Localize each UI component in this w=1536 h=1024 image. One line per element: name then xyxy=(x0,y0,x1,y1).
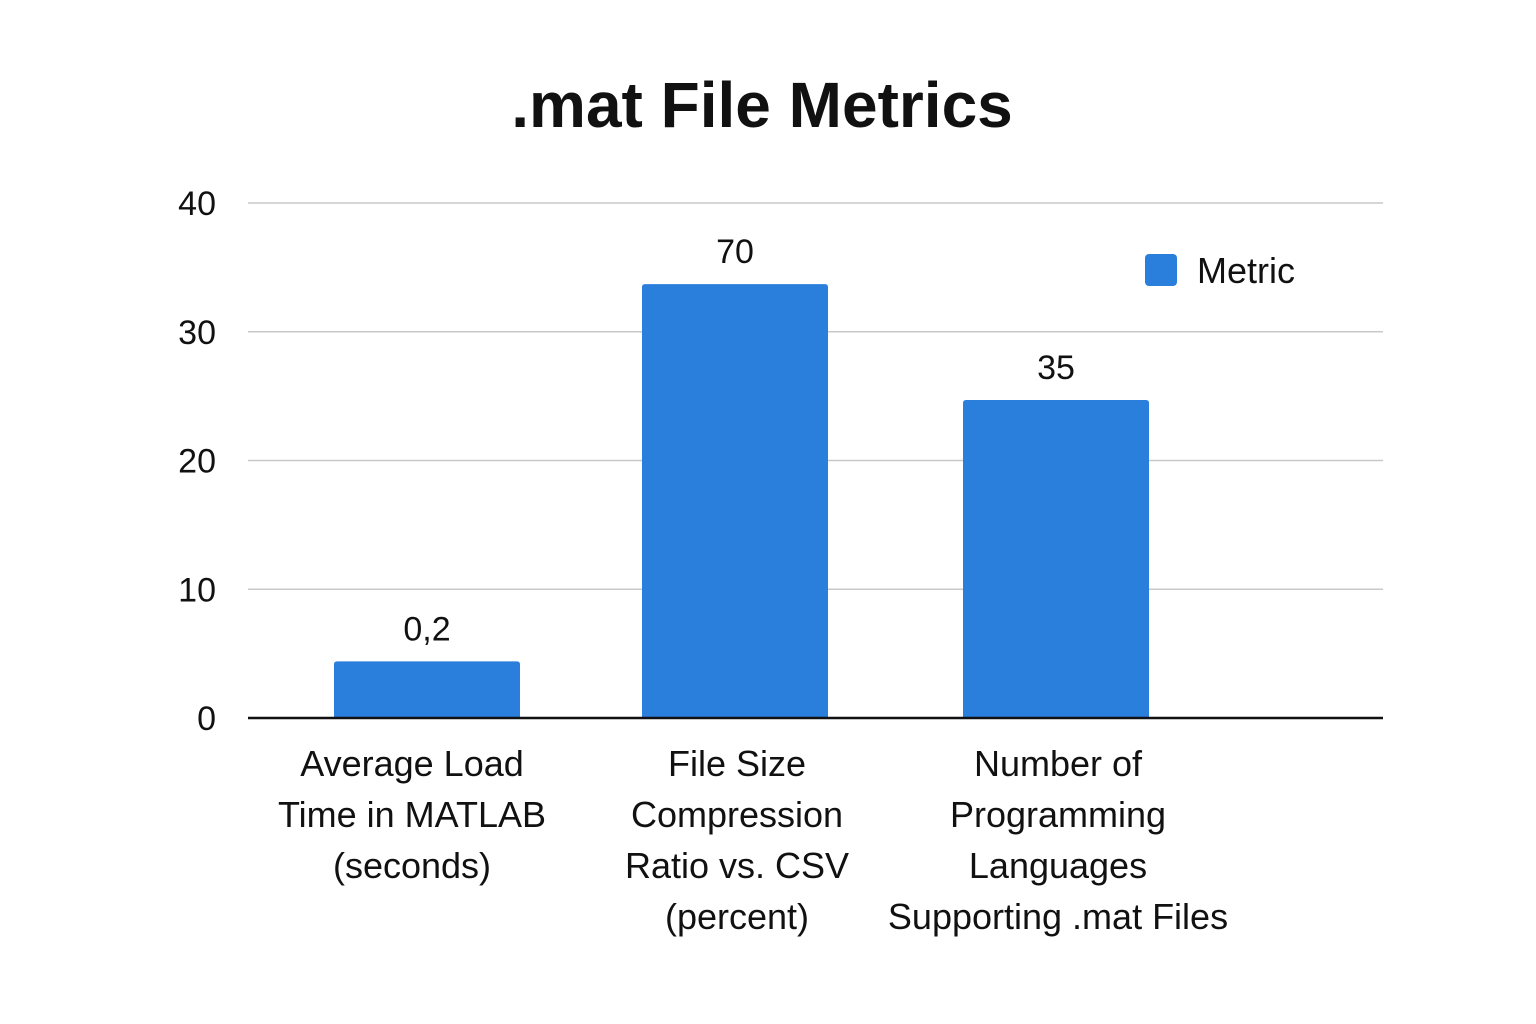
data-label-0: 0,2 xyxy=(403,610,450,648)
bars xyxy=(334,284,1149,718)
bar-2 xyxy=(963,399,1149,718)
category-label-0: Average Load Time in MATLAB (seconds) xyxy=(278,743,546,886)
bar-0 xyxy=(334,661,520,718)
y-tick-label: 40 xyxy=(178,185,216,223)
category-label-1: File Size Compression Ratio vs. CSV (percen… xyxy=(625,743,849,937)
y-tick-label: 20 xyxy=(178,443,216,481)
data-label-1: 70 xyxy=(716,233,754,271)
chart-title: .mat File Metrics xyxy=(511,69,1013,141)
category-label-line: Compression xyxy=(631,794,843,835)
legend: Metric xyxy=(1145,250,1295,291)
category-label-line: (percent) xyxy=(665,896,809,937)
category-label-line: Languages xyxy=(969,845,1147,886)
category-label-line: Time in MATLAB xyxy=(278,794,546,835)
y-tick-label: 0 xyxy=(197,700,216,738)
y-tick-label: 10 xyxy=(178,571,216,609)
category-label-line: Number of xyxy=(974,743,1143,784)
legend-swatch-metric xyxy=(1145,254,1177,286)
category-label-line: File Size xyxy=(668,743,806,784)
data-labels: 0,2 70 35 xyxy=(403,233,1075,648)
y-axis-tick-labels: 0 10 20 30 40 xyxy=(178,185,216,738)
category-label-2: Number of Programming Languages Supporting … xyxy=(888,743,1228,937)
data-label-2: 35 xyxy=(1037,349,1075,387)
category-label-line: Programming xyxy=(950,794,1166,835)
category-label-line: Ratio vs. CSV xyxy=(625,845,849,886)
legend-label-metric: Metric xyxy=(1197,250,1295,291)
bar-1 xyxy=(642,284,828,718)
category-label-line: Supporting .mat Files xyxy=(888,896,1228,937)
y-tick-label: 30 xyxy=(178,314,216,352)
x-axis-category-labels: Average Load Time in MATLAB (seconds) File … xyxy=(278,743,1228,937)
category-label-line: Average Load xyxy=(300,743,524,784)
category-label-line: (seconds) xyxy=(333,845,491,886)
